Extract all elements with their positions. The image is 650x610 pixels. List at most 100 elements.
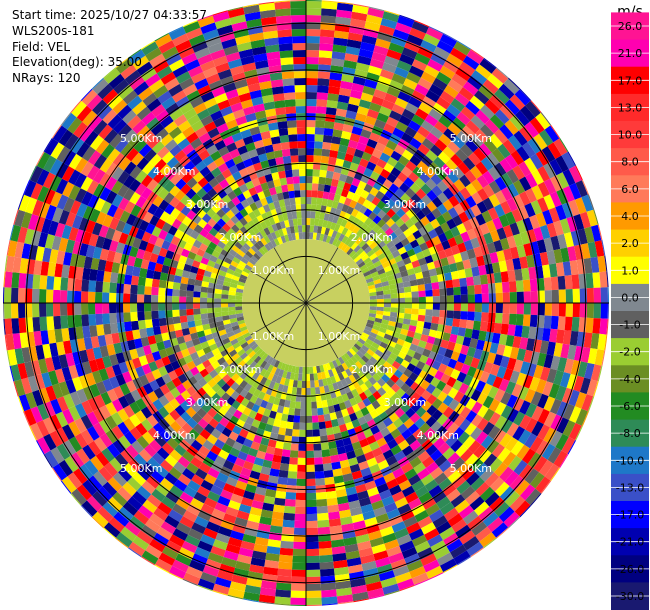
- velocity-gate: [263, 495, 276, 505]
- velocity-gate: [86, 411, 99, 426]
- velocity-gate: [140, 524, 157, 539]
- velocity-gate: [320, 29, 335, 38]
- velocity-gate: [401, 445, 414, 457]
- velocity-gate: [459, 277, 468, 287]
- velocity-gate: [177, 222, 188, 233]
- velocity-gate: [226, 142, 238, 153]
- velocity-gate: [524, 157, 538, 173]
- velocity-gate: [340, 354, 348, 363]
- velocity-gate: [30, 406, 43, 423]
- velocity-gate: [410, 285, 419, 292]
- velocity-gate: [248, 350, 256, 359]
- velocity-gate: [349, 434, 359, 444]
- velocity-gate: [397, 578, 415, 591]
- velocity-gate: [231, 324, 240, 331]
- velocity-gate: [354, 69, 368, 79]
- velocity-gate: [150, 470, 165, 484]
- velocity-gate: [306, 541, 319, 550]
- velocity-gate: [300, 401, 306, 410]
- velocity-gate: [242, 62, 257, 73]
- velocity-gate: [239, 183, 249, 193]
- velocity-gate: [155, 376, 166, 388]
- velocity-gate: [178, 342, 188, 351]
- velocity-gate: [457, 327, 466, 337]
- velocity-gate: [306, 49, 320, 58]
- velocity-gate: [271, 403, 279, 413]
- velocity-gate: [599, 271, 608, 288]
- velocity-gate: [332, 360, 339, 368]
- velocity-gate: [345, 46, 361, 56]
- velocity-gate: [299, 176, 306, 184]
- velocity-gate: [196, 248, 206, 257]
- velocity-gate: [540, 366, 551, 382]
- velocity-gate: [392, 127, 405, 139]
- velocity-gate: [465, 195, 477, 208]
- velocity-gate: [293, 527, 306, 536]
- velocity-gate: [509, 495, 526, 512]
- velocity-gate: [312, 176, 320, 184]
- velocity-gate: [236, 368, 245, 377]
- velocity-gate: [462, 157, 476, 171]
- velocity-gate: [324, 370, 331, 379]
- velocity-gate: [93, 169, 106, 184]
- velocity-gate: [173, 114, 188, 127]
- velocity-gate: [364, 480, 377, 491]
- velocity-gate: [193, 102, 207, 115]
- velocity-gate: [508, 455, 522, 471]
- velocity-gate: [465, 183, 478, 196]
- velocity-gate: [401, 166, 413, 178]
- velocity-gate: [549, 191, 562, 208]
- velocity-gate: [190, 366, 200, 376]
- velocity-gate: [109, 376, 120, 389]
- velocity-gate: [44, 138, 59, 156]
- velocity-gate: [516, 291, 524, 303]
- velocity-gate: [286, 478, 297, 486]
- velocity-gate: [30, 183, 43, 200]
- velocity-gate: [185, 188, 197, 200]
- velocity-gate: [350, 577, 366, 588]
- velocity-gate: [375, 334, 384, 342]
- velocity-gate: [81, 500, 98, 517]
- velocity-gate: [169, 485, 184, 498]
- velocity-gate: [274, 1, 291, 10]
- velocity-gate: [361, 267, 370, 274]
- velocity-gate: [186, 296, 194, 303]
- velocity-gate: [351, 345, 359, 354]
- velocity-gate: [417, 547, 434, 560]
- velocity-gate: [371, 364, 380, 373]
- velocity-gate: [185, 257, 194, 266]
- velocity-gate: [278, 469, 289, 478]
- velocity-gate: [368, 594, 385, 600]
- velocity-gate: [158, 287, 166, 296]
- velocity-gate: [52, 289, 61, 303]
- velocity-gate: [151, 318, 160, 328]
- velocity-gate: [366, 177, 377, 187]
- velocity-gate: [82, 205, 95, 220]
- velocity-gate: [132, 329, 141, 340]
- velocity-gate: [525, 488, 541, 506]
- velocity-gate: [232, 342, 241, 350]
- velocity-gate: [36, 151, 45, 166]
- velocity-gate: [493, 272, 502, 284]
- velocity-gate: [535, 476, 551, 494]
- velocity-gate: [392, 467, 405, 479]
- velocity-gate: [581, 179, 589, 195]
- velocity-gate: [455, 335, 465, 345]
- colorbar-tick-label: -17.0: [616, 509, 644, 522]
- velocity-gate: [180, 400, 191, 412]
- velocity-gate: [225, 89, 239, 100]
- velocity-gate: [322, 234, 328, 243]
- velocity-gate: [7, 240, 18, 257]
- velocity-gate: [201, 402, 212, 413]
- velocity-gate: [235, 313, 244, 318]
- velocity-gate: [177, 138, 191, 150]
- velocity-gate: [141, 480, 156, 495]
- velocity-gate: [347, 457, 359, 467]
- velocity-gate: [484, 491, 500, 507]
- velocity-gate: [92, 370, 103, 384]
- velocity-gate: [371, 400, 381, 410]
- velocity-gate: [460, 311, 468, 320]
- velocity-gate: [13, 209, 19, 225]
- velocity-gate: [559, 218, 571, 234]
